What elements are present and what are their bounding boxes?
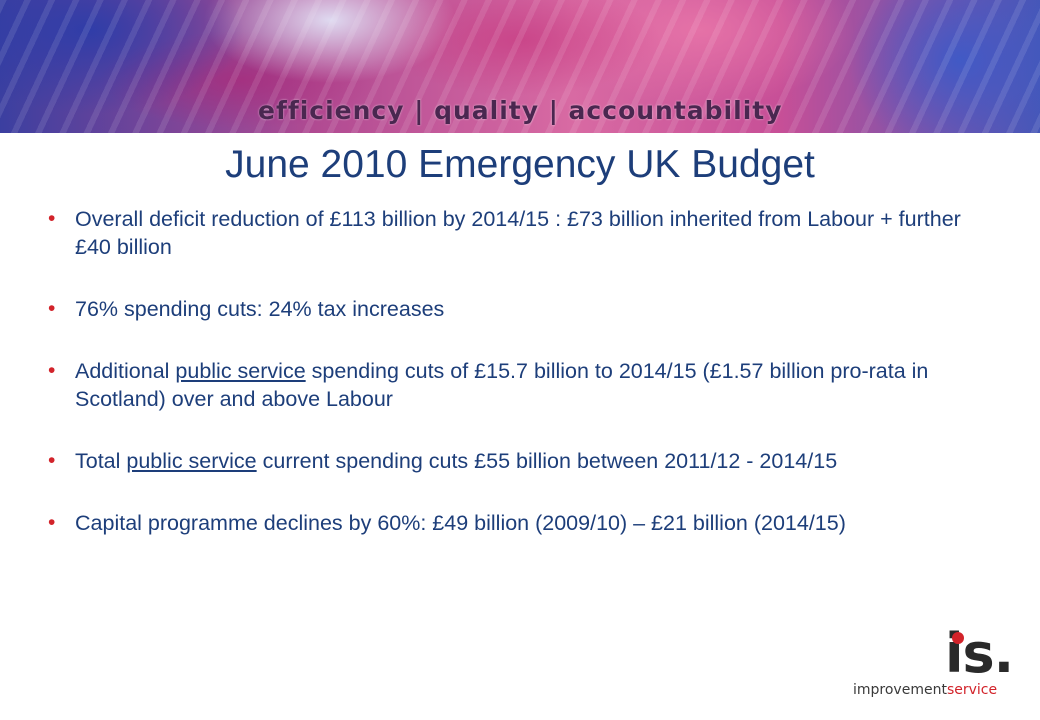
bullet-dot-icon: • bbox=[48, 511, 56, 534]
bullet-text: Additional bbox=[75, 359, 176, 383]
bullet-item: • Total public service current spending c… bbox=[44, 447, 994, 475]
banner-decoration bbox=[0, 0, 1040, 133]
bullet-text: Total bbox=[75, 449, 127, 473]
bullet-text: current spending cuts £55 billion betwee… bbox=[256, 449, 838, 473]
header-banner: efficiency | quality | accountability bbox=[0, 0, 1040, 133]
bullet-item: • Capital programme declines by 60%: £49 … bbox=[44, 509, 994, 537]
logo-word-improvement: improvement bbox=[853, 682, 947, 698]
logo-wordmark: improvementservice bbox=[853, 682, 997, 698]
logo-word-service: service bbox=[946, 682, 998, 698]
bullet-item: • Additional public service spending cuts… bbox=[44, 357, 994, 413]
underlined-text: public service bbox=[126, 449, 257, 473]
logo-dot-icon bbox=[952, 632, 964, 644]
bullet-text: Capital programme declines by 60%: £49 b… bbox=[75, 511, 846, 535]
bullet-list: • Overall deficit reduction of £113 billi… bbox=[44, 205, 994, 571]
bullet-dot-icon: • bbox=[48, 297, 56, 320]
bullet-dot-icon: • bbox=[48, 449, 56, 472]
bullet-text: spending cuts of £15.7 billion to 2014/1… bbox=[75, 359, 929, 411]
underlined-text: public service bbox=[175, 359, 306, 383]
banner-tagline: efficiency | quality | accountability bbox=[258, 96, 783, 125]
bullet-dot-icon: • bbox=[48, 359, 56, 382]
bullet-text: Overall deficit reduction of £113 billio… bbox=[75, 207, 961, 259]
bullet-item: • 76% spending cuts: 24% tax increases bbox=[44, 295, 994, 323]
improvement-service-logo: is. improvementservice bbox=[853, 624, 1014, 702]
bullet-text: 76% spending cuts: 24% tax increases bbox=[75, 297, 445, 321]
bullet-dot-icon: • bbox=[48, 207, 56, 230]
bullet-item: • Overall deficit reduction of £113 billi… bbox=[44, 205, 994, 261]
slide-title: June 2010 Emergency UK Budget bbox=[225, 143, 815, 186]
